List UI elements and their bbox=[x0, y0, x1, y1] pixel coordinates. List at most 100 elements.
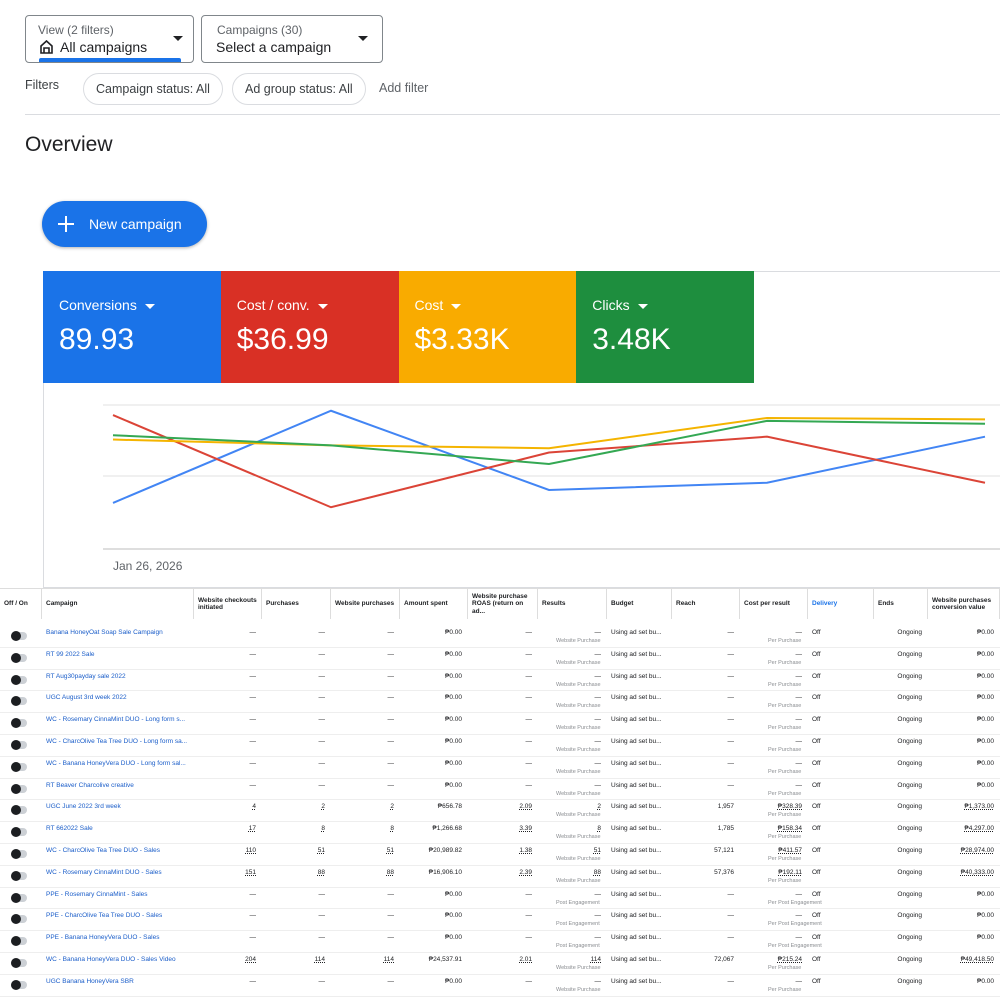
ends: Ongoing bbox=[897, 716, 922, 724]
metric-label-caret bbox=[451, 303, 462, 309]
metric-tile[interactable]: Cost $3.33K bbox=[398, 271, 577, 383]
checkouts: — bbox=[249, 716, 257, 724]
campaign-name[interactable]: Banana HoneyOat Soap Sale Campaign bbox=[46, 629, 163, 636]
website-purchases: — bbox=[387, 738, 395, 745]
toggle[interactable] bbox=[11, 652, 27, 663]
toggle[interactable] bbox=[11, 936, 27, 947]
campaign-name[interactable]: UGC August 3rd week 2022 bbox=[46, 694, 127, 702]
budget: Using ad set bu... bbox=[611, 738, 662, 745]
toggle[interactable] bbox=[11, 696, 27, 707]
caret bbox=[358, 36, 368, 41]
campaign-name[interactable]: WC - Rosemary CinnaMint DUO - Long form … bbox=[46, 716, 186, 724]
table-row: UGC Banana HoneyVera SBR — — — ₱0.00— — Websit… bbox=[0, 974, 1000, 997]
toggle[interactable] bbox=[11, 979, 27, 990]
reach: — bbox=[727, 759, 735, 767]
amount-spent: ₱656.78 bbox=[437, 803, 462, 811]
campaign-name[interactable]: WC - Rosemary CinnaMint DUO - Sales bbox=[46, 868, 162, 876]
column-header[interactable]: Reach bbox=[672, 589, 740, 619]
campaign-name[interactable]: WC - CharcOlive Tea Tree DUO - Sales bbox=[46, 847, 161, 854]
column-header[interactable]: Ends bbox=[874, 589, 928, 619]
table-row: UGC June 2022 3rd week 4 2 2 ₱656.78 2.09 2 Web… bbox=[0, 799, 1000, 823]
campaign-name[interactable]: PPE - Rosemary CinnaMint - Sales bbox=[46, 890, 148, 898]
ends: Ongoing bbox=[897, 650, 922, 658]
campaign-name[interactable]: UGC Banana HoneyVera SBR bbox=[46, 977, 134, 985]
campaign-name[interactable]: PPE - Banana HoneyVera DUO - Sales bbox=[46, 934, 160, 942]
new-campaign-button[interactable]: New campaign bbox=[42, 201, 207, 247]
filter-chip[interactable]: Campaign status: All bbox=[83, 73, 223, 105]
campaign-name[interactable]: RT Beaver Charcolive creative bbox=[46, 781, 134, 789]
amount-spent: ₱0.00 bbox=[445, 759, 462, 767]
reach: — bbox=[727, 977, 735, 985]
campaign-name[interactable]: RT 662022 Sale bbox=[46, 825, 93, 833]
purchases: — bbox=[318, 738, 326, 745]
toggle[interactable] bbox=[11, 914, 27, 925]
toggle[interactable] bbox=[11, 892, 27, 903]
roas: — bbox=[525, 650, 533, 658]
x-tick-label: Jan 26, 2026 bbox=[113, 559, 183, 573]
campaign-name[interactable]: WC - CharcOlive Tea Tree DUO - Long form… bbox=[46, 738, 188, 745]
cost-per-result: ₱411.57 bbox=[778, 847, 802, 854]
checkouts: — bbox=[249, 672, 257, 680]
column-header[interactable]: Campaign bbox=[42, 589, 194, 619]
conversion-value: ₱0.00 bbox=[977, 912, 994, 920]
add-filter[interactable]: Add filter bbox=[379, 81, 429, 95]
column-header[interactable]: Purchases bbox=[262, 589, 331, 619]
column-header[interactable]: Off / On bbox=[0, 589, 42, 619]
cost-per-result: — bbox=[795, 694, 803, 702]
amount-spent: ₱0.00 bbox=[445, 934, 462, 942]
metric-tile[interactable]: Cost / conv. $36.99 bbox=[220, 271, 399, 383]
column-header[interactable]: Amount spent bbox=[400, 589, 468, 619]
filter-chip[interactable]: Ad group status: All bbox=[232, 73, 366, 105]
column-header[interactable]: Website purchase ROAS (return on ad... bbox=[468, 589, 538, 619]
metric-tile[interactable]: Clicks 3.48K bbox=[576, 271, 755, 383]
toggle[interactable] bbox=[11, 674, 27, 685]
reach: — bbox=[727, 781, 735, 789]
website-purchases: 8 bbox=[390, 825, 394, 833]
toggle[interactable] bbox=[11, 958, 27, 968]
cost-per-result: — bbox=[795, 977, 803, 985]
column-header[interactable]: Results bbox=[538, 589, 607, 619]
metric-tile[interactable]: Conversions 89.93 bbox=[43, 271, 221, 383]
cost-per-result-type: Per Purchase bbox=[768, 768, 802, 775]
campaign-name[interactable]: PPE - CharcOlive Tea Tree DUO - Sales bbox=[46, 912, 163, 920]
campaign-name[interactable]: WC - Banana HoneyVera DUO - Sales Video bbox=[46, 956, 176, 963]
toggle[interactable] bbox=[11, 805, 27, 816]
results: — bbox=[594, 934, 602, 942]
amount-spent: ₱0.00 bbox=[445, 912, 462, 920]
column-header[interactable]: Delivery bbox=[808, 589, 874, 619]
delivery: Off bbox=[812, 934, 821, 942]
column-header[interactable]: Website purchases bbox=[331, 589, 400, 619]
toggle[interactable] bbox=[11, 631, 27, 641]
ends: Ongoing bbox=[897, 694, 922, 702]
campaign-name[interactable]: RT Aug30payday sale 2022 bbox=[46, 672, 126, 680]
toggle[interactable] bbox=[11, 718, 27, 729]
campaign-dropdown[interactable]: Campaigns (30) Select a campaign bbox=[201, 15, 383, 63]
cost-per-result-type: Per Purchase bbox=[768, 659, 802, 666]
toggle[interactable] bbox=[11, 827, 27, 838]
campaign-name[interactable]: UGC June 2022 3rd week bbox=[46, 803, 121, 811]
cost-per-result: — bbox=[795, 738, 803, 745]
toggle[interactable] bbox=[11, 870, 27, 881]
column-header[interactable]: Cost per result bbox=[740, 589, 808, 619]
column-header[interactable]: Website checkouts initiated bbox=[194, 589, 262, 619]
toggle[interactable] bbox=[11, 761, 27, 772]
column-header[interactable]: Budget bbox=[607, 589, 672, 619]
column-header[interactable]: Website purchases conversion value bbox=[928, 589, 1000, 619]
delivery: Off bbox=[812, 716, 821, 724]
campaign-name[interactable]: WC - Banana HoneyVera DUO - Long form sa… bbox=[46, 759, 186, 767]
toggle[interactable] bbox=[11, 783, 27, 794]
roas: — bbox=[525, 912, 533, 920]
cost-per-result: ₱215.24 bbox=[777, 956, 802, 963]
view-label: View (2 filters) bbox=[38, 23, 114, 37]
website-purchases: — bbox=[387, 694, 395, 702]
amount-spent: ₱0.00 bbox=[445, 716, 462, 724]
results: — bbox=[594, 672, 602, 680]
checkouts: — bbox=[249, 650, 257, 658]
checkouts: — bbox=[249, 912, 257, 920]
view-dropdown[interactable]: View (2 filters) All campaigns bbox=[25, 15, 194, 63]
toggle[interactable] bbox=[11, 849, 27, 859]
toggle[interactable] bbox=[11, 740, 27, 750]
filters-label: Filters bbox=[25, 78, 60, 92]
campaign-name[interactable]: RT 99 2022 Sale bbox=[46, 650, 95, 658]
